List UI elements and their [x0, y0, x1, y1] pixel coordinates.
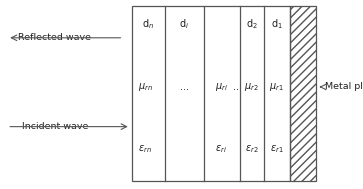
Bar: [290, 6, 316, 181]
Text: $\mu_{rn}$: $\mu_{rn}$: [138, 81, 153, 93]
Text: $\mu_{ri}$: $\mu_{ri}$: [215, 81, 228, 93]
Text: d$_1$: d$_1$: [271, 18, 282, 32]
Text: $\mu_{r2}$: $\mu_{r2}$: [244, 81, 259, 93]
Text: Metal plate: Metal plate: [325, 82, 363, 91]
Bar: [132, 6, 290, 181]
Text: d$_2$: d$_2$: [246, 18, 257, 32]
Text: $\mu_{r1}$: $\mu_{r1}$: [269, 81, 284, 93]
Text: Reflected wave: Reflected wave: [18, 33, 91, 42]
Text: Incident wave: Incident wave: [23, 122, 89, 131]
Text: d$_n$: d$_n$: [142, 18, 154, 32]
Text: $\varepsilon_{ri}$: $\varepsilon_{ri}$: [216, 143, 227, 155]
Text: $\varepsilon_{r2}$: $\varepsilon_{r2}$: [245, 143, 258, 155]
Text: $\varepsilon_{r1}$: $\varepsilon_{r1}$: [270, 143, 284, 155]
Text: ...: ...: [233, 82, 242, 92]
Text: $\varepsilon_{rn}$: $\varepsilon_{rn}$: [138, 143, 152, 155]
Text: ...: ...: [180, 82, 189, 92]
Text: d$_i$: d$_i$: [179, 18, 189, 32]
